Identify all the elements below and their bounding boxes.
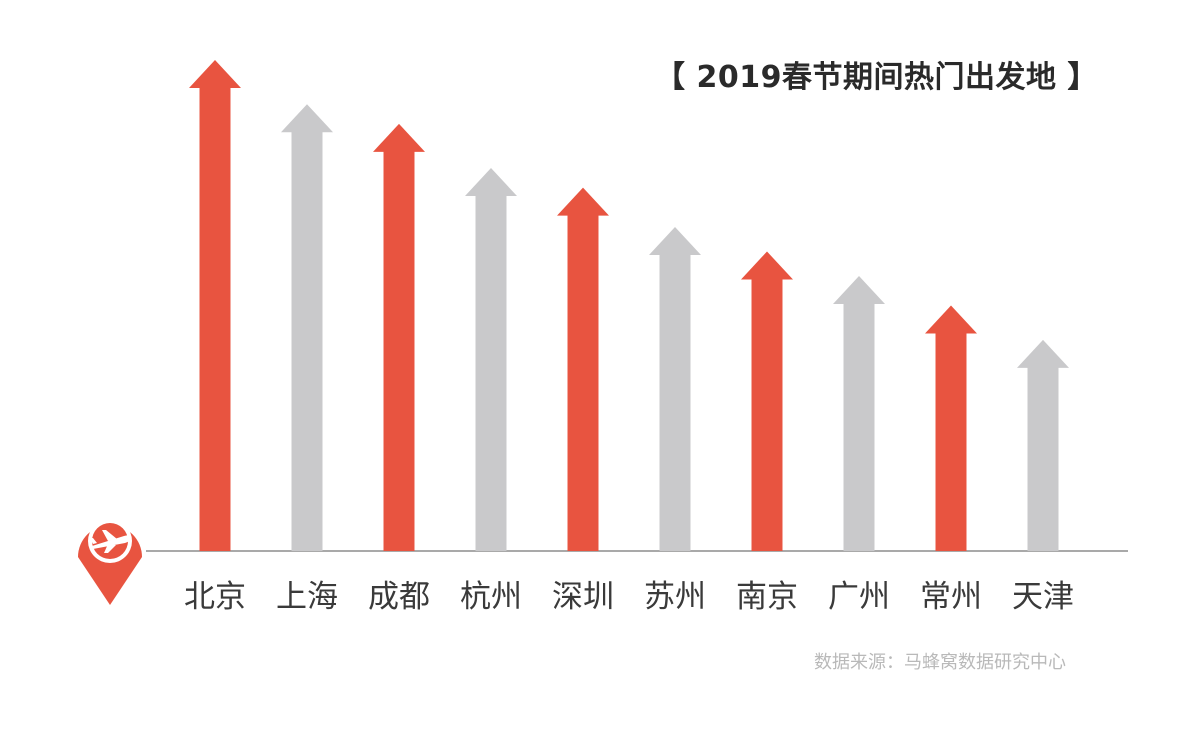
arrow-bar-10 bbox=[1017, 339, 1069, 551]
x-tick-label: 上海 bbox=[276, 579, 338, 615]
arrow-head bbox=[741, 251, 793, 280]
arrow-head bbox=[189, 60, 241, 88]
arrow-head bbox=[925, 305, 977, 334]
x-tick-labels: 北京 上海 成都 杭州 深圳 苏州 南京 广州 常州 天津 bbox=[184, 579, 1074, 615]
arrow-shaft bbox=[751, 278, 783, 551]
arrow-head bbox=[649, 226, 701, 255]
arrow-bar-3 bbox=[373, 123, 425, 551]
x-tick-label: 深圳 bbox=[552, 579, 614, 615]
arrow-head bbox=[833, 276, 885, 305]
x-tick-label: 常州 bbox=[920, 579, 982, 615]
arrow-head bbox=[281, 104, 333, 133]
arrow-bar-1 bbox=[189, 60, 241, 551]
arrow-shaft bbox=[567, 214, 599, 551]
x-tick-label: 成都 bbox=[368, 579, 430, 615]
arrow-shaft bbox=[935, 332, 967, 551]
arrow-shaft bbox=[843, 303, 875, 551]
arrow-bar-8 bbox=[833, 276, 885, 551]
arrow-shaft bbox=[1027, 366, 1059, 551]
data-source-note: 数据来源：马蜂窝数据研究中心 bbox=[814, 652, 1066, 673]
arrow-bar-7 bbox=[741, 251, 793, 551]
arrow-bar-6 bbox=[649, 226, 701, 551]
arrow-head bbox=[1017, 339, 1069, 368]
x-tick-label: 苏州 bbox=[644, 579, 706, 615]
arrow-head bbox=[557, 187, 609, 216]
x-tick-label: 广州 bbox=[828, 579, 890, 615]
arrow-shaft bbox=[291, 131, 323, 551]
arrow-shaft bbox=[199, 87, 231, 551]
arrow-shaft bbox=[383, 150, 415, 551]
arrow-bar-5 bbox=[557, 187, 609, 551]
bars-layer bbox=[189, 60, 1069, 551]
x-tick-label: 北京 bbox=[184, 579, 246, 615]
arrow-head bbox=[373, 123, 425, 152]
arrow-bar-4 bbox=[465, 168, 517, 551]
arrow-bar-9 bbox=[925, 305, 977, 551]
location-pin-airplane-icon bbox=[78, 519, 142, 605]
x-tick-label: 南京 bbox=[736, 579, 798, 615]
arrow-bar-2 bbox=[281, 104, 333, 551]
arrow-head bbox=[465, 168, 517, 197]
arrow-shaft bbox=[475, 195, 507, 551]
chart-title: 【 2019春节期间热门出发地 】 bbox=[655, 60, 1098, 95]
arrow-shaft bbox=[659, 253, 691, 551]
x-tick-label: 杭州 bbox=[460, 579, 522, 615]
x-tick-label: 天津 bbox=[1012, 579, 1074, 615]
